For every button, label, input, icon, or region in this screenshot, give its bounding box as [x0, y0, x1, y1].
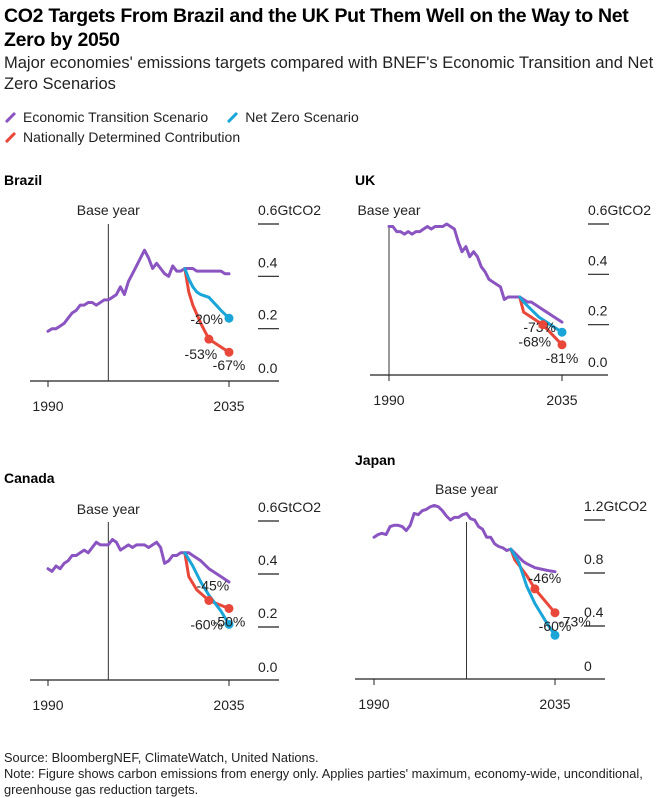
y-tick-label: 0.4	[258, 254, 278, 270]
x-tick-label: 1990	[358, 696, 389, 712]
marker-ndc	[550, 608, 560, 618]
marker-label-net-zero: -60%	[190, 616, 223, 632]
legend-item-economic-transition: Economic Transition Scenario	[4, 107, 208, 127]
y-tick-label: 0.0	[258, 659, 278, 675]
marker-ndc	[530, 584, 540, 594]
x-tick-label: 1990	[32, 398, 63, 414]
y-tick-label: 0.2	[258, 307, 278, 323]
marker-ndc	[204, 334, 214, 344]
source-note: Source: BloombergNEF, ClimateWatch, Unit…	[4, 750, 319, 765]
marker-ndc	[204, 596, 214, 605]
chart-title: CO2 Targets From Brazil and the UK Put T…	[4, 5, 629, 51]
panel-title-brazil: Brazil	[4, 172, 43, 188]
marker-ndc	[538, 320, 548, 330]
marker-label-ndc: -68%	[518, 334, 551, 350]
panel-japan: 1.2GtCO2 0.8 0.4 0 1990 2035 Base year -73% -46%…	[355, 481, 647, 712]
series-line-net-zero	[509, 547, 557, 637]
series-line-ndc	[518, 295, 564, 347]
panel-brazil: 0.6GtCO2 0.4 0.2 0.0 1990 2035 Base year -20% -5…	[30, 202, 321, 414]
marker-net-zero	[550, 630, 560, 640]
marker-label-net-zero: -20%	[190, 311, 223, 327]
y-tick-label: 0.2	[258, 605, 278, 621]
x-tick-label: 2035	[213, 398, 244, 414]
marker-net-zero	[224, 313, 234, 323]
marker-label-ndc: -60%	[539, 618, 572, 634]
methodology-note: Note: Figure shows carbon emissions from…	[4, 766, 643, 797]
marker-label-ndc: -67%	[213, 357, 246, 373]
marker-net-zero	[557, 327, 567, 337]
footer: Source: BloombergNEF, ClimateWatch, Unit…	[4, 750, 669, 798]
base-year-label: Base year	[77, 501, 140, 517]
marker-ndc	[224, 347, 234, 357]
x-tick-label: 1990	[32, 697, 63, 713]
y-tick-label: 0.4	[584, 604, 604, 620]
marker-ndc	[224, 603, 234, 613]
panel-title-uk: UK	[355, 172, 376, 188]
series-line-economic-transition	[46, 248, 231, 333]
series-line-net-zero	[183, 551, 231, 626]
series-line-net-zero	[518, 295, 564, 334]
series-line-economic-transition	[372, 503, 557, 574]
legend-label: Nationally Determined Contribution	[23, 129, 241, 145]
chart-subtitle: Major economies' emissions targets compa…	[4, 54, 654, 93]
y-tick-label: 0.2	[588, 303, 608, 319]
marker-label-ndc: -81%	[546, 350, 579, 366]
y-tick-label: 0.8	[584, 551, 604, 567]
base-year-label: Base year	[357, 202, 420, 218]
x-tick-label: 2035	[213, 697, 244, 713]
marker-label-ndc: -46%	[529, 570, 562, 586]
legend: Economic Transition Scenario Net Zero Sc…	[4, 107, 359, 147]
marker-net-zero	[224, 619, 234, 629]
series-line-economic-transition	[46, 538, 231, 584]
x-tick-label: 1990	[373, 392, 404, 408]
series-line-net-zero	[183, 267, 231, 320]
y-tick-label: 0.6GtCO2	[258, 499, 321, 515]
x-tick-label: 2035	[546, 392, 577, 408]
y-tick-label: 1.2GtCO2	[584, 498, 647, 514]
y-tick-label: 0	[584, 658, 592, 674]
marker-label-ndc: -45%	[197, 578, 230, 594]
y-tick-label: 0.4	[258, 552, 278, 568]
legend-label: Economic Transition Scenario	[23, 109, 209, 125]
y-tick-label: 0.4	[588, 252, 608, 268]
panel-title-canada: Canada	[4, 470, 55, 486]
legend-item-ndc: Nationally Determined Contribution	[4, 127, 240, 147]
legend-label: Net Zero Scenario	[245, 109, 359, 125]
y-tick-label: 0.6GtCO2	[588, 202, 651, 218]
legend-item-net-zero: Net Zero Scenario	[226, 107, 359, 127]
base-year-label: Base year	[77, 202, 140, 218]
series-line-economic-transition	[387, 222, 564, 324]
y-tick-label: 0.0	[588, 354, 608, 370]
panel-title-japan: Japan	[355, 452, 396, 468]
marker-label-ndc: -53%	[185, 346, 218, 362]
y-tick-label: 0.0	[258, 360, 278, 376]
marker-ndc	[557, 340, 567, 350]
marker-label-net-zero: -73%	[558, 613, 591, 629]
marker-label-ndc: -50%	[213, 613, 246, 629]
base-year-label: Base year	[435, 481, 498, 497]
panel-canada: 0.6GtCO2 0.4 0.2 0.0 1990 2035 Base year -60% -4…	[30, 499, 321, 713]
x-tick-label: 2035	[539, 696, 570, 712]
y-tick-label: 0.6GtCO2	[258, 202, 321, 218]
